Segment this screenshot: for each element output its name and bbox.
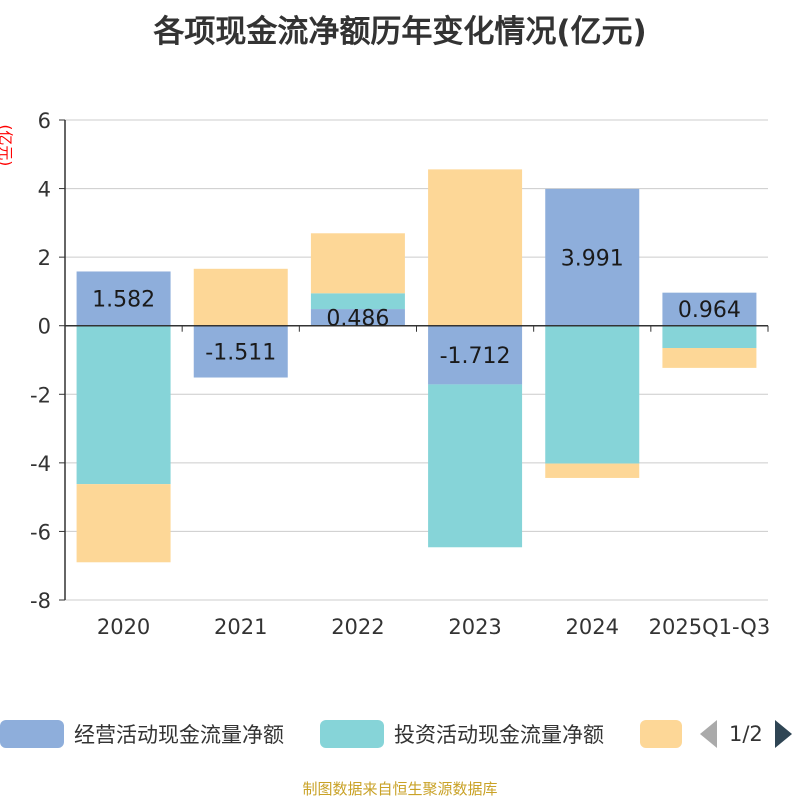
x-tick-label: 2020 <box>97 615 150 639</box>
bar-series-1 <box>428 384 523 548</box>
legend-item-financing[interactable] <box>640 716 692 752</box>
data-label: 1.582 <box>92 288 155 313</box>
bar-series-2 <box>76 484 171 563</box>
data-label: -1.511 <box>205 341 276 366</box>
data-label: -1.712 <box>440 344 511 369</box>
legend-next-page-icon[interactable] <box>774 720 792 748</box>
y-tick-label: 4 <box>38 178 51 202</box>
legend-label-operating: 经营活动现金流量净额 <box>74 723 284 747</box>
bar-series-1 <box>545 325 640 464</box>
y-tick-label: 2 <box>38 246 51 270</box>
legend-swatch-financing <box>640 720 682 748</box>
y-tick-label: -6 <box>30 520 51 544</box>
legend-page-indicator: 1/2 <box>729 722 763 746</box>
legend-item-operating[interactable]: 经营活动现金流量净额 <box>0 716 284 752</box>
bar-series-1 <box>76 325 171 485</box>
bar-series-2 <box>545 463 640 478</box>
y-tick-label: 0 <box>38 315 51 339</box>
x-tick-label: 2024 <box>566 615 619 639</box>
bar-series-0 <box>662 292 757 326</box>
bar-series-2 <box>310 233 405 294</box>
legend-pager: 1/2 <box>700 716 792 752</box>
cash-flow-chart: 6 4 2 0 -2 -4 -6 -8 2020 2021 2022 2023 2024 2025Q1-Q… <box>30 109 771 639</box>
data-label: 0.486 <box>326 306 389 331</box>
legend-item-investing[interactable]: 投资活动现金流量净额 <box>320 716 604 752</box>
data-label: 3.991 <box>561 246 624 271</box>
legend-swatch-investing <box>320 720 384 748</box>
y-tick-label: -4 <box>30 452 51 476</box>
bar-series-0 <box>193 325 288 378</box>
legend: 经营活动现金流量净额 投资活动现金流量净额 1/2 <box>0 716 800 752</box>
data-source: 制图数据来自恒生聚源数据库 <box>302 780 498 798</box>
bar-series-0 <box>76 271 171 326</box>
data-label: 0.964 <box>678 298 741 323</box>
x-tick-label: 2021 <box>214 615 267 639</box>
bar-series-0 <box>310 309 405 326</box>
y-tick-label: 6 <box>38 109 51 133</box>
legend-label-investing: 投资活动现金流量净额 <box>394 723 604 747</box>
bar-series-0 <box>428 325 523 385</box>
chart-title: 各项现金流净额历年变化情况(亿元) <box>153 14 647 50</box>
y-tick-label: -2 <box>30 383 51 407</box>
bar-series-2 <box>428 169 523 326</box>
legend-swatch-operating <box>0 720 64 748</box>
y-tick-label: -8 <box>30 589 51 613</box>
x-tick-label: 2022 <box>331 615 384 639</box>
x-tick-label: 2025Q1-Q3 <box>649 615 771 639</box>
bar-series-0 <box>545 188 640 326</box>
x-tick-label: 2023 <box>448 615 501 639</box>
bar-series-1 <box>310 293 405 310</box>
bar-series-2 <box>193 268 288 326</box>
legend-prev-page-icon[interactable] <box>700 720 717 748</box>
bar-series-1 <box>662 325 757 348</box>
bar-series-2 <box>662 348 757 368</box>
